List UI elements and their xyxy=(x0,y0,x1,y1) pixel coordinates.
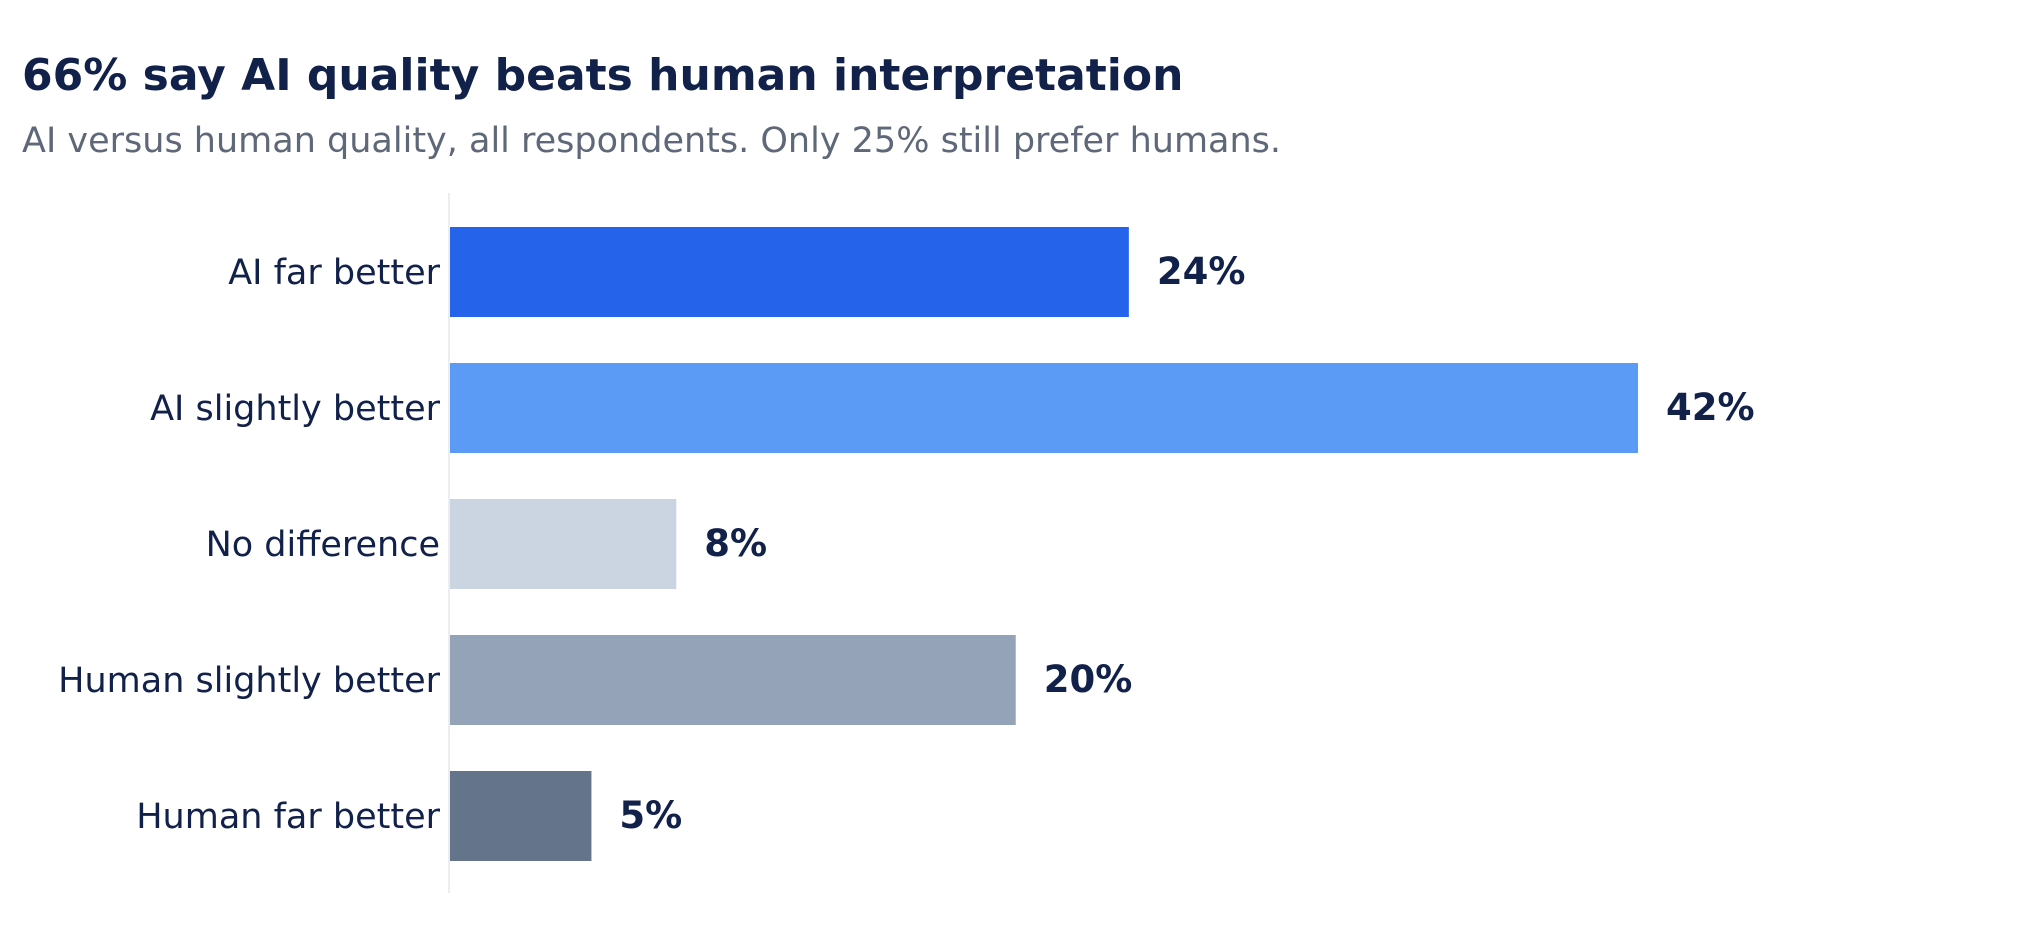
category-label-ai-far-better: AI far better xyxy=(228,253,440,293)
bar-no-difference xyxy=(450,499,677,589)
bar-human-slightly-better xyxy=(450,635,1016,725)
category-labels-group: AI far better AI slightly better No differ… xyxy=(58,253,440,837)
value-label-human-slightly-better: 20% xyxy=(1044,658,1133,701)
category-label-human-slightly-better: Human slightly better xyxy=(58,661,440,701)
value-label-human-far-better: 5% xyxy=(619,794,682,837)
value-label-ai-slightly-better: 42% xyxy=(1666,386,1755,429)
chart-subtitle: AI versus human quality, all respondents… xyxy=(22,121,1282,161)
category-label-human-far-better: Human far better xyxy=(136,797,440,837)
bar-ai-far-better xyxy=(450,227,1129,317)
category-label-ai-slightly-better: AI slightly better xyxy=(150,389,440,429)
value-label-ai-far-better: 24% xyxy=(1157,250,1246,293)
bar-human-far-better xyxy=(450,771,592,861)
value-labels-group: 24% 42% 8% 20% 5% xyxy=(619,250,1754,837)
bar-ai-slightly-better xyxy=(450,363,1638,453)
chart-title: 66% say AI quality beats human interpret… xyxy=(22,50,1184,101)
category-label-no-difference: No difference xyxy=(206,525,440,565)
value-label-no-difference: 8% xyxy=(704,522,767,565)
bars-group xyxy=(450,227,1638,861)
